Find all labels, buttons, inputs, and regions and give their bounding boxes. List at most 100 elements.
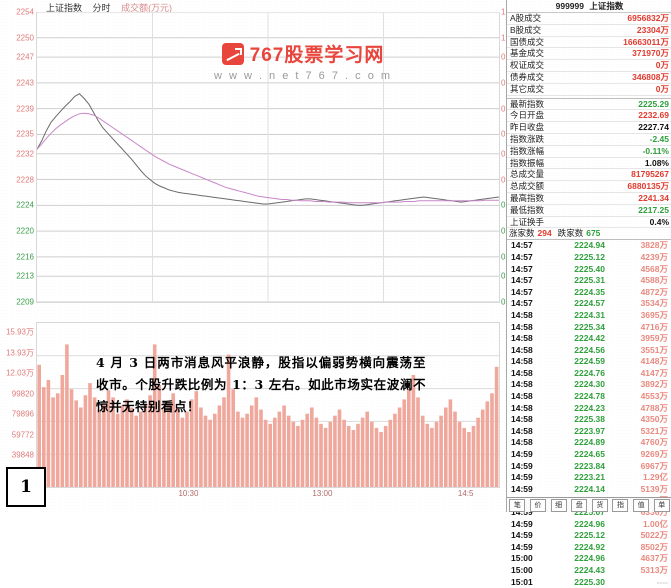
tick-row[interactable]: 14:58 2224.30 3892万: [507, 379, 671, 391]
tick-volume: 5139万: [640, 483, 668, 494]
volume-tick-label: 12.03万: [5, 368, 34, 378]
toolbar-btn-dan[interactable]: 单: [653, 498, 670, 512]
tick-row[interactable]: 15:01 2225.30 ----: [507, 577, 671, 588]
tick-row[interactable]: 14:58 2224.56 3551万: [507, 345, 671, 357]
site-watermark: 767股票学习网 w w w . n e t 7 6 7 . c o m: [178, 40, 428, 82]
toolbar-btn-xi[interactable]: 细: [550, 498, 567, 512]
quote-value: 81795267: [631, 169, 669, 180]
index-name: 上证指数: [589, 1, 624, 11]
tick-row[interactable]: 15:00 2224.43 5313万: [507, 565, 671, 577]
tick-price: 2224.65: [574, 449, 605, 460]
tick-time: 15:00: [511, 564, 533, 575]
toolbar-btn-bi[interactable]: 笔: [509, 498, 526, 512]
toolbar-btn-zhi[interactable]: 指: [612, 498, 629, 512]
tick-time: 14:59: [511, 541, 533, 552]
tick-row[interactable]: 14:57 2225.31 4588万: [507, 275, 671, 287]
tick-row[interactable]: 14:57 2224.57 3534万: [507, 298, 671, 310]
advance-count: 294: [537, 228, 552, 239]
tick-time: 14:57: [511, 275, 533, 286]
tick-volume: 4588万: [640, 275, 668, 286]
tick-row[interactable]: 14:58 2224.23 4788万: [507, 403, 671, 415]
panel-toolbar[interactable]: 笔价细盘货指值单: [507, 497, 671, 512]
tick-row[interactable]: 14:57 2224.94 3828万: [507, 240, 671, 252]
index-code: 999999: [555, 1, 584, 11]
tick-volume: 6967万: [640, 460, 668, 471]
tick-price: 2224.59: [574, 356, 605, 367]
tick-volume: 4350万: [640, 414, 668, 425]
quote-row: 今日开盘 2232.69: [507, 110, 671, 123]
tick-row[interactable]: 14:58 2224.42 3959万: [507, 333, 671, 345]
tick-row[interactable]: 14:58 2223.97 5321万: [507, 426, 671, 438]
turnover-row: 基金成交 371970万: [507, 48, 671, 61]
price-tick-label: 2228: [16, 175, 34, 185]
price-tick-label: 2213: [16, 271, 34, 281]
tick-price: 2224.31: [574, 309, 605, 320]
watermark-title: 767股票学习网: [249, 45, 385, 66]
stock-chart-screenshot: 上证指数 分时 成交额(万元) 2254 2250 2247 2243 2239 2235…: [0, 0, 671, 512]
tick-row[interactable]: 14:58 2224.89 4760万: [507, 437, 671, 449]
volume-tick-label: 79896: [11, 409, 34, 419]
chart-area: 上证指数 分时 成交额(万元) 2254 2250 2247 2243 2239 2235…: [0, 0, 506, 512]
tick-price: 2224.14: [574, 483, 605, 494]
quote-value: -2.45: [649, 133, 669, 144]
tick-row[interactable]: 14:58 2225.34 4716万: [507, 322, 671, 334]
tick-volume: 4637万: [640, 553, 668, 564]
price-tick-label: 2220: [16, 226, 34, 236]
quote-row: 指数振幅 1.08%: [507, 158, 671, 170]
quote-label: 总成交量: [510, 169, 545, 180]
quote-row: 总成交量 81795267: [507, 169, 671, 182]
tick-row[interactable]: 15:00 2224.96 4637万: [507, 553, 671, 565]
tick-time: 14:58: [511, 309, 533, 320]
tick-row[interactable]: 14:58 2224.78 4553万: [507, 391, 671, 403]
tick-time: 14:58: [511, 344, 533, 355]
tick-time: 15:01: [511, 576, 533, 587]
tick-row[interactable]: 14:58 2225.38 4350万: [507, 414, 671, 426]
tick-time: 14:59: [511, 449, 533, 460]
quote-value: 0.4%: [649, 216, 669, 227]
tick-row[interactable]: 14:59 2223.21 1.29亿: [507, 472, 671, 484]
tick-list[interactable]: 14:57 2224.94 3828万 14:57 2225.12 4239万 14:57 2…: [507, 240, 671, 588]
tick-price: 2224.94: [574, 240, 605, 251]
tick-volume: 4872万: [640, 286, 668, 297]
tick-row[interactable]: 14:57 2225.40 4568万: [507, 264, 671, 276]
turnover-row: A股成交 6956832万: [507, 13, 671, 25]
tick-price: 2225.34: [574, 321, 605, 332]
price-tick-label: 2250: [16, 33, 34, 43]
tick-time: 14:57: [511, 298, 533, 309]
tick-row[interactable]: 14:58 2224.31 3695万: [507, 310, 671, 322]
tick-row[interactable]: 14:59 2223.84 6967万: [507, 461, 671, 473]
toolbar-btn-huo[interactable]: 货: [591, 498, 608, 512]
tick-time: 14:58: [511, 321, 533, 332]
tick-row[interactable]: 14:57 2224.35 4872万: [507, 287, 671, 299]
tick-row[interactable]: 14:59 2224.65 9269万: [507, 449, 671, 461]
time-tick-label: 13:00: [312, 489, 333, 498]
annotation-text: 4 月 3 日两市消息风平浪静，股指以偏弱势横向震荡至收市。个股升跌比例为 1：…: [96, 355, 426, 414]
quote-label: 最高指数: [510, 192, 545, 203]
price-tick-label: 2216: [16, 252, 34, 262]
tick-volume: 8502万: [640, 541, 668, 552]
tick-row[interactable]: 14:58 2224.59 4148万: [507, 356, 671, 368]
tick-row[interactable]: 14:59 2224.92 8502万: [507, 542, 671, 554]
tick-volume: 3534万: [640, 298, 668, 309]
tick-price: 2224.43: [574, 564, 605, 575]
tick-volume: 4788万: [640, 402, 668, 413]
tick-row[interactable]: 14:59 2225.12 5022万: [507, 530, 671, 542]
tick-row[interactable]: 14:57 2225.12 4239万: [507, 252, 671, 264]
tick-volume: 9269万: [640, 449, 668, 460]
toolbar-btn-pan[interactable]: 盘: [571, 498, 588, 512]
tick-row[interactable]: 14:58 2224.76 4147万: [507, 368, 671, 380]
volume-tick-label: 15.93万: [5, 327, 34, 337]
tick-price: 2224.56: [574, 344, 605, 355]
turnover-value: 23304万: [636, 24, 669, 35]
quote-label: 昨日收盘: [510, 122, 545, 133]
tick-time: 14:57: [511, 263, 533, 274]
tick-price: 2225.12: [574, 251, 605, 262]
quote-row: 最低指数 2217.25: [507, 205, 671, 217]
tick-row[interactable]: 14:59 2224.96 1.00亿: [507, 519, 671, 531]
toolbar-btn-jia[interactable]: 价: [529, 498, 546, 512]
tick-time: 15:00: [511, 553, 533, 564]
tick-price: 2224.89: [574, 437, 605, 448]
price-tick-label: 2235: [16, 129, 34, 139]
tick-row[interactable]: 14:59 2224.14 5139万: [507, 484, 671, 496]
toolbar-btn-zhi2[interactable]: 值: [633, 498, 650, 512]
